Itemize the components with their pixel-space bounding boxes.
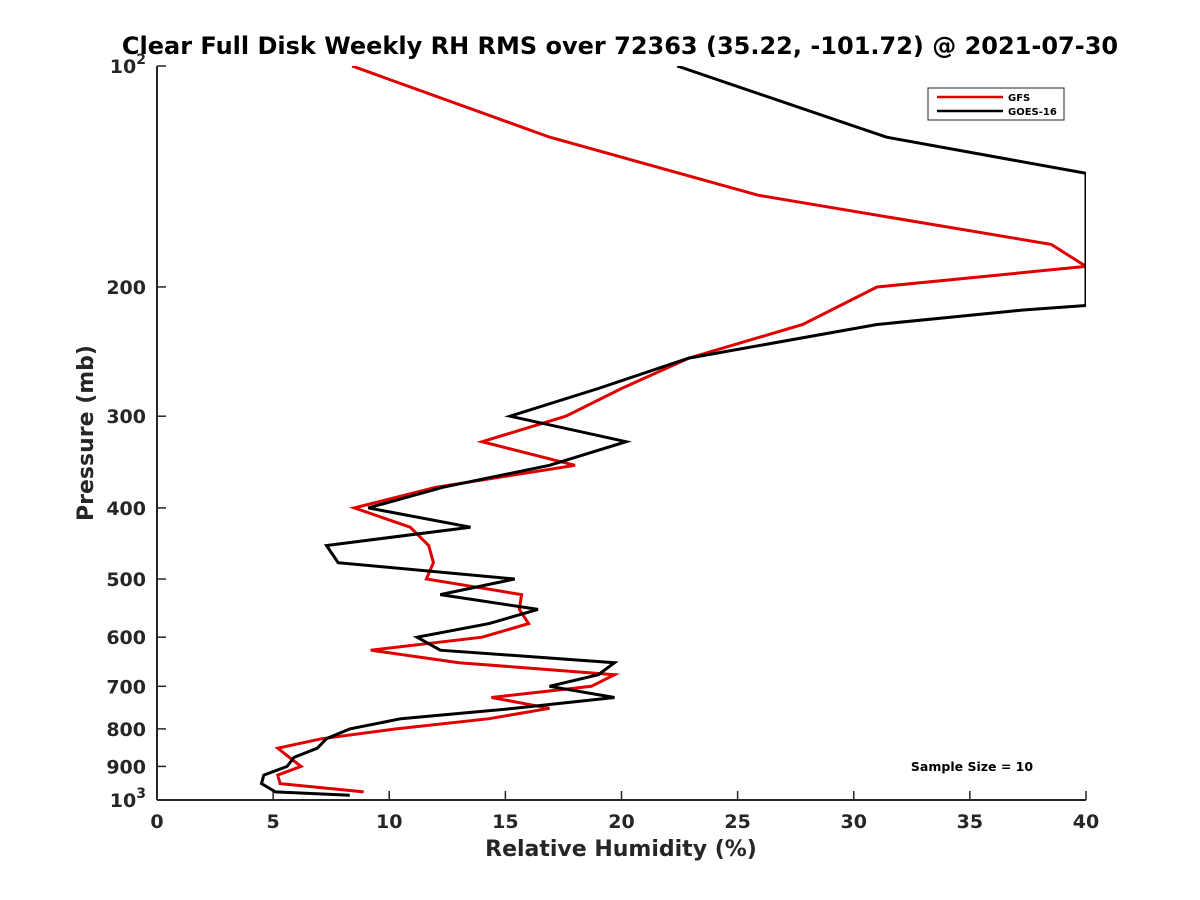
x-axis-label: Relative Humidity (%) <box>485 837 757 862</box>
x-tick-label: 0 <box>150 811 163 833</box>
x-tick-label: 15 <box>492 811 518 833</box>
y-tick-label: 300 <box>106 406 146 428</box>
series-layer <box>259 66 1086 797</box>
y-tick-label: 900 <box>106 756 146 778</box>
chart-title: Clear Full Disk Weekly RH RMS over 72363… <box>122 32 1118 60</box>
y-tick-label: 800 <box>106 719 146 741</box>
x-tick-label: 10 <box>376 811 402 833</box>
x-tick-label: 25 <box>724 811 750 833</box>
y-tick-label: 200 <box>106 277 146 299</box>
x-tick-label: 5 <box>267 811 280 833</box>
series-line-gfs <box>274 66 1086 794</box>
legend-label-goes16: GOES-16 <box>1008 107 1057 118</box>
x-tick-label: 20 <box>608 811 634 833</box>
y-tick-label: 400 <box>106 498 146 520</box>
y-axis-label: Pressure (mb) <box>74 345 99 521</box>
x-tick-label: 40 <box>1073 811 1099 833</box>
series-line-goes16 <box>259 66 1086 797</box>
y-tick-label: 500 <box>106 569 146 591</box>
x-tick-label: 35 <box>957 811 983 833</box>
legend: GFS GOES-16 <box>927 87 1065 121</box>
x-tick-label: 30 <box>841 811 867 833</box>
sample-size-annotation: Sample Size = 10 <box>911 759 1033 774</box>
legend-label-gfs: GFS <box>1008 93 1030 104</box>
x-ticks: 0 5 10 15 20 25 30 35 40 <box>150 791 1099 833</box>
legend-box <box>927 87 1065 121</box>
y-tick-label: 600 <box>106 627 146 649</box>
y-tick-label: 700 <box>106 676 146 698</box>
